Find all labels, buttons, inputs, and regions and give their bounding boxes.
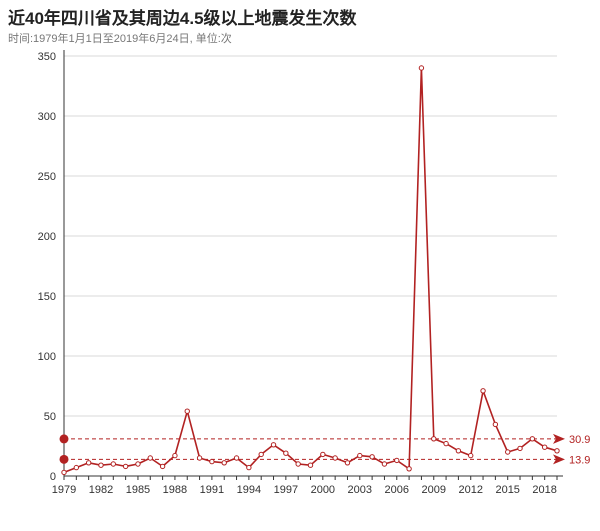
data-point xyxy=(443,440,449,447)
data-point xyxy=(369,454,375,460)
data-point xyxy=(431,436,437,442)
data-point xyxy=(270,442,277,448)
data-point xyxy=(135,461,141,467)
reference-dot xyxy=(59,454,69,464)
data-point xyxy=(455,448,462,454)
y-tick-label: 100 xyxy=(38,351,56,363)
y-tick-label: 200 xyxy=(38,231,56,243)
data-point xyxy=(554,448,560,454)
data-point xyxy=(307,462,314,468)
y-tick-label: 0 xyxy=(50,471,56,483)
data-point xyxy=(110,461,117,467)
chart-subtitle: 时间:1979年1月1日至2019年6月24日, 单位:次 xyxy=(8,33,232,45)
data-point xyxy=(85,460,92,466)
data-point xyxy=(172,452,178,459)
data-point xyxy=(492,421,499,428)
data-point xyxy=(332,455,338,461)
y-tick-label: 150 xyxy=(38,291,56,303)
x-tick-label: 1985 xyxy=(126,484,150,496)
y-tick-label: 50 xyxy=(44,411,56,423)
data-point xyxy=(357,452,363,459)
x-tick-label: 2015 xyxy=(495,484,519,496)
reference-label: 13.9 xyxy=(569,454,590,466)
reference-arrow xyxy=(553,433,565,444)
reference-label: 30.9 xyxy=(569,434,590,446)
data-point xyxy=(468,452,474,459)
x-tick-label: 2003 xyxy=(348,484,372,496)
data-point xyxy=(529,436,536,442)
x-tick-label: 1988 xyxy=(163,484,187,496)
data-point xyxy=(541,444,548,450)
x-tick-label: 2006 xyxy=(385,484,409,496)
data-point xyxy=(147,455,153,461)
data-point xyxy=(159,463,166,470)
x-tick-label: 1991 xyxy=(200,484,224,496)
x-tick-label: 2012 xyxy=(458,484,482,496)
y-tick-label: 350 xyxy=(38,51,56,63)
data-point xyxy=(61,469,67,476)
x-tick-label: 2000 xyxy=(311,484,335,496)
data-point xyxy=(295,461,301,467)
data-point xyxy=(209,458,215,465)
x-tick-label: 1979 xyxy=(52,484,76,496)
data-point xyxy=(320,451,326,458)
y-tick-label: 300 xyxy=(38,111,56,123)
data-point xyxy=(394,457,400,464)
data-point xyxy=(233,455,240,461)
data-point xyxy=(283,450,289,456)
x-tick-label: 2009 xyxy=(422,484,446,496)
series-line xyxy=(63,67,558,474)
data-point xyxy=(196,455,203,461)
data-point xyxy=(344,460,351,466)
x-tick-label: 1994 xyxy=(237,484,261,496)
data-point xyxy=(246,464,252,471)
y-tick-label: 250 xyxy=(38,171,56,183)
data-point xyxy=(480,388,486,394)
data-point xyxy=(98,462,104,468)
data-point xyxy=(381,461,388,467)
reference-dot xyxy=(59,434,69,444)
chart-title: 近40年四川省及其周边4.5级以上地震发生次数 xyxy=(8,9,357,28)
data-point xyxy=(418,65,425,71)
x-tick-label: 1982 xyxy=(89,484,113,496)
data-point xyxy=(258,451,264,458)
x-tick-label: 1997 xyxy=(274,484,298,496)
data-point xyxy=(406,466,412,472)
data-point xyxy=(73,464,80,471)
reference-arrow xyxy=(553,454,565,465)
x-tick-label: 2018 xyxy=(532,484,556,496)
data-point xyxy=(221,460,227,466)
data-point xyxy=(122,463,129,470)
data-point xyxy=(505,449,511,455)
data-point xyxy=(517,445,523,452)
data-point xyxy=(184,408,190,414)
